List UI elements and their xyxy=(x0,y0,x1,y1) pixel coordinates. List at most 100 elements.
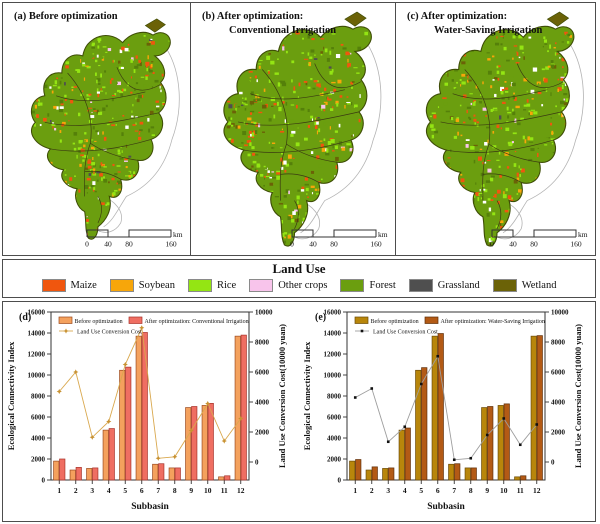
chart-e-svg: 0200040006000800010000120001400016000020… xyxy=(302,308,583,512)
landuse-swatch xyxy=(408,279,433,292)
left-axis-title: Ecological Connectivity Index xyxy=(6,341,16,450)
x-axis-tick-label: 1 xyxy=(353,486,357,495)
landuse-legend-item: Other crops xyxy=(249,279,327,292)
x-axis-tick-label: 5 xyxy=(123,486,127,495)
watershed-map-svg xyxy=(425,11,584,247)
watershed-map-svg xyxy=(223,11,382,247)
bar-d-s1 xyxy=(86,468,93,481)
right-axis-title: Land Use Conversion Cost(10000 yuan) xyxy=(573,324,583,468)
map-title-line: Conventional Irrigation xyxy=(229,24,337,36)
scale-bar-tick-label: 80 xyxy=(125,240,133,249)
left-axis-tick-label: 12000 xyxy=(324,350,342,358)
landuse-legend-items: Maize Soybean Rice Other crops Forest Grassla… xyxy=(3,279,595,292)
bar-e-s1 xyxy=(464,467,471,481)
cost-line xyxy=(58,326,242,459)
x-axis-tick-label: 7 xyxy=(156,486,160,495)
cost-line-marker xyxy=(403,425,407,429)
left-axis-title: Ecological Connectivity Index xyxy=(302,341,312,450)
cost-line-marker xyxy=(73,369,79,375)
scale-bar-tick-label: 160 xyxy=(165,240,177,249)
bar-d-s1 xyxy=(135,335,142,481)
x-axis-tick-label: 9 xyxy=(485,486,489,495)
scale-bar-tick-label: 0 xyxy=(290,240,294,249)
bar-d-s2 xyxy=(158,463,165,481)
bar-d-s1 xyxy=(185,407,192,481)
landuse-swatch xyxy=(340,279,365,292)
bar-d-s1 xyxy=(201,405,208,481)
bar-d-s1 xyxy=(53,460,60,481)
x-axis-tick-label: 5 xyxy=(419,486,423,495)
bar-e-s2 xyxy=(487,406,494,481)
cost-line-marker xyxy=(502,417,506,420)
x-axis-title: Subbasin xyxy=(131,502,169,512)
bar-e-s2 xyxy=(437,333,444,481)
bar-d-s2 xyxy=(108,428,115,481)
landuse-label: Wetland xyxy=(521,280,557,291)
bar-e-s1 xyxy=(448,463,455,481)
landuse-swatch xyxy=(109,279,134,292)
x-axis-tick-label: 1 xyxy=(57,486,61,495)
bar-e-s1 xyxy=(382,468,389,481)
right-axis-tick-label: 0 xyxy=(255,458,259,466)
scale-bar-tick-label: 40 xyxy=(309,240,317,249)
bar-d-s1 xyxy=(69,469,76,481)
charts-section: 0 2000 4000 6000 8000 10000 12000 14000 16000 0 20… xyxy=(2,301,596,522)
cost-line-marker xyxy=(122,361,128,368)
left-axis-tick-label: 8000 xyxy=(31,392,46,400)
bar-e-s1 xyxy=(349,460,356,481)
x-axis-tick-label: 4 xyxy=(107,486,111,495)
cost-line-marker xyxy=(535,423,539,426)
bar-e-s1 xyxy=(365,469,372,481)
map-title: (a) Before optimization xyxy=(14,10,118,24)
bar-d-s1 xyxy=(119,369,126,481)
x-axis-tick-label: 8 xyxy=(173,486,177,495)
cost-line-marker xyxy=(469,456,473,460)
left-axis-tick-label: 6000 xyxy=(31,413,46,421)
cost-line-marker xyxy=(386,440,390,444)
x-axis-tick-label: 12 xyxy=(533,486,541,495)
x-axis-tick-label: 7 xyxy=(452,486,456,495)
scale-bar-tick-label: 40 xyxy=(509,240,517,249)
landuse-label: Other crops xyxy=(278,280,328,291)
left-axis-tick-label: 6000 xyxy=(327,413,342,421)
scale-bar-tick-label: 0 xyxy=(490,240,494,249)
x-axis-tick-label: 3 xyxy=(386,486,390,495)
landuse-legend-title: Land Use xyxy=(272,261,326,276)
map-panel-a: (a) Before optimization 0 40 80 160 km xyxy=(3,3,191,255)
map-title: (b) After optimization: Conventional Irri… xyxy=(202,10,336,37)
landuse-legend-item: Rice xyxy=(187,279,237,292)
left-axis-tick-label: 8000 xyxy=(327,392,342,400)
bar-d-s1 xyxy=(234,335,241,481)
bar-e-s2 xyxy=(536,335,543,481)
bar-e-s2 xyxy=(388,467,395,481)
landuse-legend-item: Forest xyxy=(340,279,396,292)
cost-line-marker xyxy=(485,433,489,437)
left-axis-tick-label: 14000 xyxy=(324,329,342,337)
scale-bar-tick-label: 0 xyxy=(85,240,89,249)
bar-d-s2 xyxy=(224,475,231,481)
bar-e-s2 xyxy=(520,475,527,481)
x-axis-tick-label: 8 xyxy=(469,486,473,495)
cost-line-marker xyxy=(172,454,178,460)
x-axis-title: Subbasin xyxy=(427,502,465,512)
cost-line-marker xyxy=(353,396,357,399)
cost-line-marker xyxy=(221,438,227,444)
cost-line-marker xyxy=(205,400,211,407)
cost-line-marker xyxy=(188,427,194,434)
chart-d-svg: 0200040006000800010000120001400016000020… xyxy=(6,308,287,512)
bar-e-s1 xyxy=(497,405,504,481)
scale-bar-tick-label: 80 xyxy=(330,240,338,249)
left-axis-tick-label: 4000 xyxy=(327,434,342,442)
bar-e-s2 xyxy=(421,367,428,481)
landuse-label: Maize xyxy=(70,280,97,291)
map-panel-b: (b) After optimization: Conventional Irri… xyxy=(191,3,396,255)
landuse-label: Rice xyxy=(216,280,237,291)
right-axis-tick-label: 6000 xyxy=(255,368,270,376)
chart-panel-label: (e) xyxy=(315,312,326,323)
bar-d-s1 xyxy=(102,429,109,481)
right-axis-tick-label: 10000 xyxy=(551,308,569,316)
bar-e-s1 xyxy=(398,429,405,481)
bar-e-s2 xyxy=(355,459,362,481)
